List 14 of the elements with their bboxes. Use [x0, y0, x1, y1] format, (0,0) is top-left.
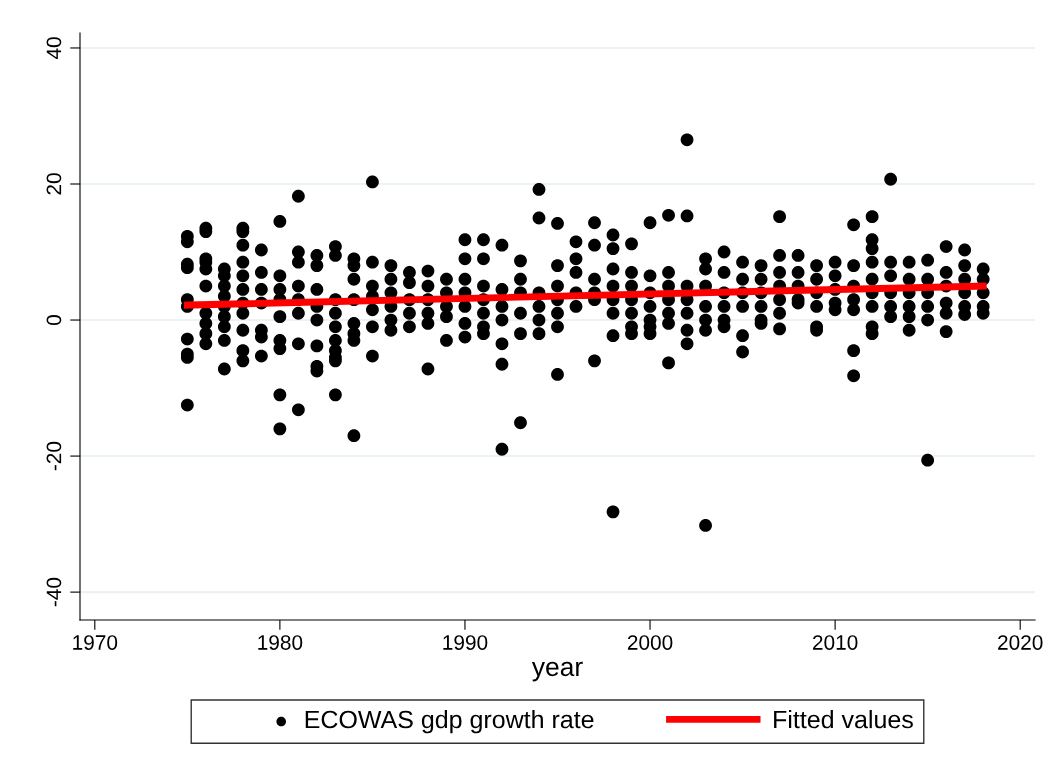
x-tick-label: 1990 [443, 635, 488, 650]
y-tick-label: 40 [46, 37, 62, 60]
legend-label: Fitted values [774, 710, 913, 729]
x-tick-label: 2020 [998, 635, 1043, 650]
x-tick-label: 2000 [627, 635, 673, 650]
y-tick-label: -40 [46, 577, 62, 607]
legend-label: ECOWAS gdp growth rate [305, 710, 594, 734]
y-tick-label: -20 [46, 441, 62, 471]
x-axis-title: year [531, 661, 583, 682]
x-tick-label: 1980 [258, 635, 303, 650]
y-tick-label: 0 [46, 315, 62, 326]
x-tick-label: 2010 [812, 635, 858, 650]
x-tick-label: 1970 [73, 635, 118, 650]
y-tick-label: 20 [46, 173, 62, 195]
